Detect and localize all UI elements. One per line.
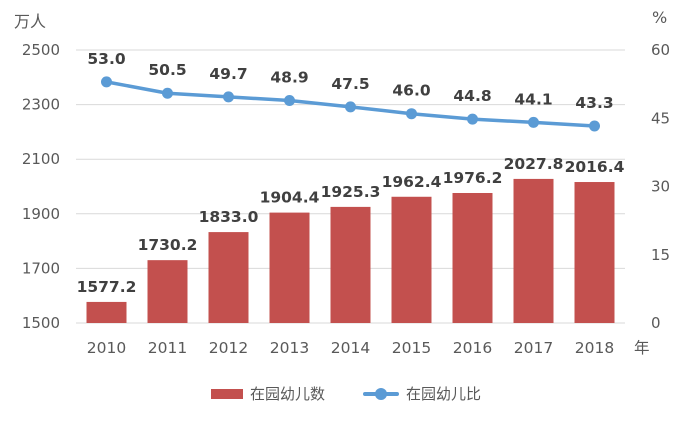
right-axis-tick-label: 0 xyxy=(651,314,661,332)
bar xyxy=(330,206,371,323)
right-axis-unit-label: % xyxy=(652,8,668,27)
bar xyxy=(269,212,310,323)
x-axis-tick-label: 2017 xyxy=(514,339,553,357)
point-value-label: 53.0 xyxy=(87,50,125,68)
x-axis-tick-label: 2015 xyxy=(392,339,431,357)
point-value-label: 43.3 xyxy=(575,94,613,112)
bar xyxy=(452,192,493,323)
legend-item-line-series: 在园幼儿比 xyxy=(363,383,481,404)
point-value-label: 50.5 xyxy=(148,61,186,79)
left-axis-tick-label: 1900 xyxy=(22,205,60,223)
bar-value-label: 2027.8 xyxy=(504,155,564,173)
right-axis-tick-label: 15 xyxy=(651,246,670,264)
bar-value-label: 1925.3 xyxy=(321,183,381,201)
data-point-marker xyxy=(406,108,417,120)
bar xyxy=(147,260,188,323)
data-point-marker xyxy=(284,95,295,107)
point-value-label: 49.7 xyxy=(209,65,247,83)
line-swatch-marker-dot xyxy=(375,387,387,400)
data-point-marker xyxy=(101,76,112,88)
x-axis-tick-label: 2013 xyxy=(270,339,309,357)
bar-value-label: 1976.2 xyxy=(443,169,503,187)
right-axis-tick-label: 60 xyxy=(651,41,670,59)
bar-value-label: 1904.4 xyxy=(260,189,320,207)
right-axis-tick-label: 45 xyxy=(651,109,670,127)
x-axis-tick-label: 2012 xyxy=(209,339,248,357)
bar-value-label: 1730.2 xyxy=(138,236,198,254)
chart-canvas: 1500 1700 1900 2100 2300 2500 0 15 30 45 60 1577.2 1… xyxy=(22,41,670,357)
x-axis-tick-label: 2016 xyxy=(453,339,492,357)
left-axis-tick-label: 1700 xyxy=(22,259,60,277)
bar xyxy=(86,301,127,323)
legend-item-bar-series: 在园幼儿数 xyxy=(210,383,325,404)
point-value-label: 44.1 xyxy=(514,90,552,108)
point-value-label: 48.9 xyxy=(270,69,308,87)
bar xyxy=(208,232,249,323)
x-axis-tick-label: 2010 xyxy=(87,339,126,357)
bar-value-label: 1833.0 xyxy=(199,208,259,226)
x-axis-tick-label: 2011 xyxy=(148,339,187,357)
x-axis-unit-label: 年 xyxy=(634,339,650,357)
bar xyxy=(513,178,554,323)
line-series-swatch-icon xyxy=(363,387,399,400)
left-axis-tick-label: 1500 xyxy=(22,314,60,332)
point-value-label: 47.5 xyxy=(331,75,369,93)
chart-legend: 在园幼儿数 在园幼儿比 xyxy=(0,383,692,404)
bar-value-label: 1577.2 xyxy=(77,278,137,296)
legend-label-line-series: 在园幼儿比 xyxy=(406,385,482,403)
data-point-marker xyxy=(528,116,539,128)
point-value-label: 46.0 xyxy=(392,82,430,100)
data-point-marker xyxy=(345,101,356,113)
data-point-marker xyxy=(589,120,600,132)
data-point-marker xyxy=(162,87,173,99)
x-axis-tick-label: 2014 xyxy=(331,339,370,357)
left-axis-unit-label: 万人 xyxy=(14,12,47,31)
point-value-label: 44.8 xyxy=(453,87,491,105)
bar-series-swatch-icon xyxy=(210,388,243,399)
bar-value-label: 1962.4 xyxy=(382,173,442,191)
bar-value-label: 2016.4 xyxy=(565,158,625,176)
bar xyxy=(574,182,615,323)
left-axis-tick-label: 2500 xyxy=(22,41,60,59)
bar xyxy=(391,196,432,323)
data-point-marker xyxy=(467,113,478,125)
data-point-marker xyxy=(223,91,234,103)
legend-label-bar-series: 在园幼儿数 xyxy=(249,385,325,403)
left-axis-tick-label: 2300 xyxy=(22,96,60,114)
left-axis-tick-label: 2100 xyxy=(22,150,60,168)
right-axis-tick-label: 30 xyxy=(651,178,670,196)
x-axis-tick-label: 2018 xyxy=(575,339,614,357)
